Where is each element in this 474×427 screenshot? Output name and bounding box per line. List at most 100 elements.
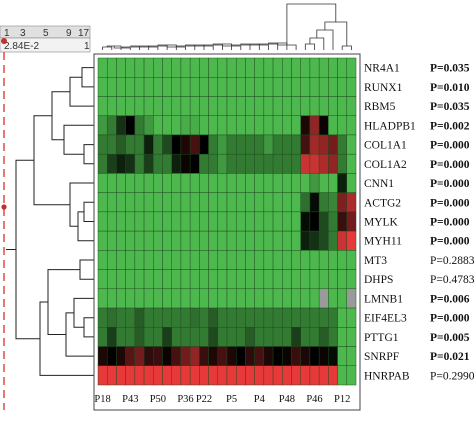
heatmap-cell[interactable] [125, 153, 136, 174]
heatmap-cell[interactable] [199, 327, 209, 347]
heatmap-cell[interactable] [208, 115, 219, 136]
heatmap-cell[interactable] [143, 211, 154, 232]
heatmap-cell[interactable] [171, 288, 182, 309]
heatmap-cell[interactable] [346, 192, 357, 213]
heatmap-cell[interactable] [245, 192, 255, 213]
heatmap-cell[interactable] [106, 211, 117, 232]
heatmap-cell[interactable] [180, 153, 191, 174]
heatmap-cell[interactable] [189, 327, 200, 347]
heatmap-cell[interactable] [97, 192, 108, 213]
heatmap-cell[interactable] [263, 269, 274, 290]
heatmap-cell[interactable] [337, 134, 348, 155]
heatmap-cell[interactable] [291, 365, 301, 386]
heatmap-cell[interactable] [309, 250, 320, 270]
heatmap-cell[interactable] [337, 77, 348, 97]
heatmap-cell[interactable] [337, 250, 348, 270]
heatmap-cell[interactable] [116, 365, 126, 386]
heatmap-cell[interactable] [106, 230, 117, 251]
heatmap-cell[interactable] [162, 77, 172, 97]
heatmap-cell[interactable] [162, 134, 172, 155]
heatmap-cell[interactable] [106, 269, 117, 290]
heatmap-cell[interactable] [282, 211, 292, 232]
heatmap-cell[interactable] [217, 327, 228, 347]
heatmap-cell[interactable] [125, 192, 136, 213]
heatmap-cell[interactable] [309, 288, 320, 309]
heatmap-cell[interactable] [143, 57, 154, 78]
heatmap-cell[interactable] [208, 230, 219, 251]
heatmap-cell[interactable] [208, 77, 219, 97]
heatmap-cell[interactable] [318, 327, 329, 347]
heatmap-cell[interactable] [153, 153, 163, 174]
heatmap-cell[interactable] [180, 57, 191, 78]
heatmap-cell[interactable] [106, 288, 117, 309]
heatmap-cell[interactable] [291, 211, 301, 232]
heatmap-cell[interactable] [217, 96, 228, 116]
heatmap-cell[interactable] [143, 77, 154, 97]
heatmap-cell[interactable] [208, 327, 219, 347]
heatmap-cell[interactable] [245, 365, 255, 386]
heatmap-cell[interactable] [226, 211, 237, 232]
heatmap-cell[interactable] [134, 307, 145, 328]
heatmap-cell[interactable] [162, 57, 172, 78]
heatmap-cell[interactable] [217, 230, 228, 251]
heatmap-cell[interactable] [254, 173, 265, 193]
heatmap-cell[interactable] [217, 269, 228, 290]
heatmap-cell[interactable] [235, 96, 246, 116]
heatmap-cell[interactable] [272, 77, 283, 97]
heatmap-cell[interactable] [282, 269, 292, 290]
heatmap-cell[interactable] [337, 153, 348, 174]
heatmap-cell[interactable] [318, 346, 329, 367]
heatmap-cell[interactable] [346, 153, 357, 174]
heatmap-cell[interactable] [235, 327, 246, 347]
heatmap-cell[interactable] [134, 211, 145, 232]
heatmap-cell[interactable] [208, 365, 219, 386]
heatmap-cell[interactable] [217, 77, 228, 97]
heatmap-cell[interactable] [226, 115, 237, 136]
heatmap-cell[interactable] [318, 288, 329, 309]
heatmap-cell[interactable] [254, 327, 265, 347]
heatmap-cell[interactable] [254, 230, 265, 251]
heatmap-cell[interactable] [272, 307, 283, 328]
heatmap-cell[interactable] [337, 230, 348, 251]
heatmap-cell[interactable] [291, 153, 301, 174]
heatmap-cell[interactable] [199, 307, 209, 328]
heatmap-cell[interactable] [272, 57, 283, 78]
heatmap-cell[interactable] [282, 96, 292, 116]
heatmap-cell[interactable] [337, 269, 348, 290]
heatmap-cell[interactable] [217, 134, 228, 155]
heatmap-cell[interactable] [162, 250, 172, 270]
heatmap-cell[interactable] [180, 307, 191, 328]
heatmap-cell[interactable] [180, 269, 191, 290]
heatmap-cell[interactable] [245, 134, 255, 155]
heatmap-cell[interactable] [180, 365, 191, 386]
heatmap-cell[interactable] [254, 153, 265, 174]
heatmap-cell[interactable] [217, 57, 228, 78]
heatmap-cell[interactable] [337, 365, 348, 386]
heatmap-cell[interactable] [199, 173, 209, 193]
heatmap-cell[interactable] [226, 134, 237, 155]
heatmap-cell[interactable] [254, 134, 265, 155]
heatmap-cell[interactable] [300, 269, 311, 290]
heatmap-cell[interactable] [143, 288, 154, 309]
heatmap-cell[interactable] [97, 288, 108, 309]
heatmap-cell[interactable] [106, 173, 117, 193]
heatmap-cell[interactable] [208, 96, 219, 116]
heatmap-cell[interactable] [272, 96, 283, 116]
heatmap-cell[interactable] [189, 288, 200, 309]
heatmap-cell[interactable] [272, 269, 283, 290]
heatmap-cell[interactable] [153, 77, 163, 97]
heatmap-cell[interactable] [300, 327, 311, 347]
heatmap-cell[interactable] [291, 173, 301, 193]
heatmap-cell[interactable] [254, 346, 265, 367]
heatmap-cell[interactable] [245, 230, 255, 251]
heatmap-cell[interactable] [189, 211, 200, 232]
heatmap-cell[interactable] [272, 192, 283, 213]
heatmap-cell[interactable] [282, 327, 292, 347]
heatmap-cell[interactable] [171, 77, 182, 97]
heatmap-cell[interactable] [309, 77, 320, 97]
heatmap-cell[interactable] [189, 230, 200, 251]
heatmap-cell[interactable] [189, 269, 200, 290]
heatmap-cell[interactable] [282, 365, 292, 386]
heatmap-cell[interactable] [346, 269, 357, 290]
heatmap-cell[interactable] [134, 269, 145, 290]
